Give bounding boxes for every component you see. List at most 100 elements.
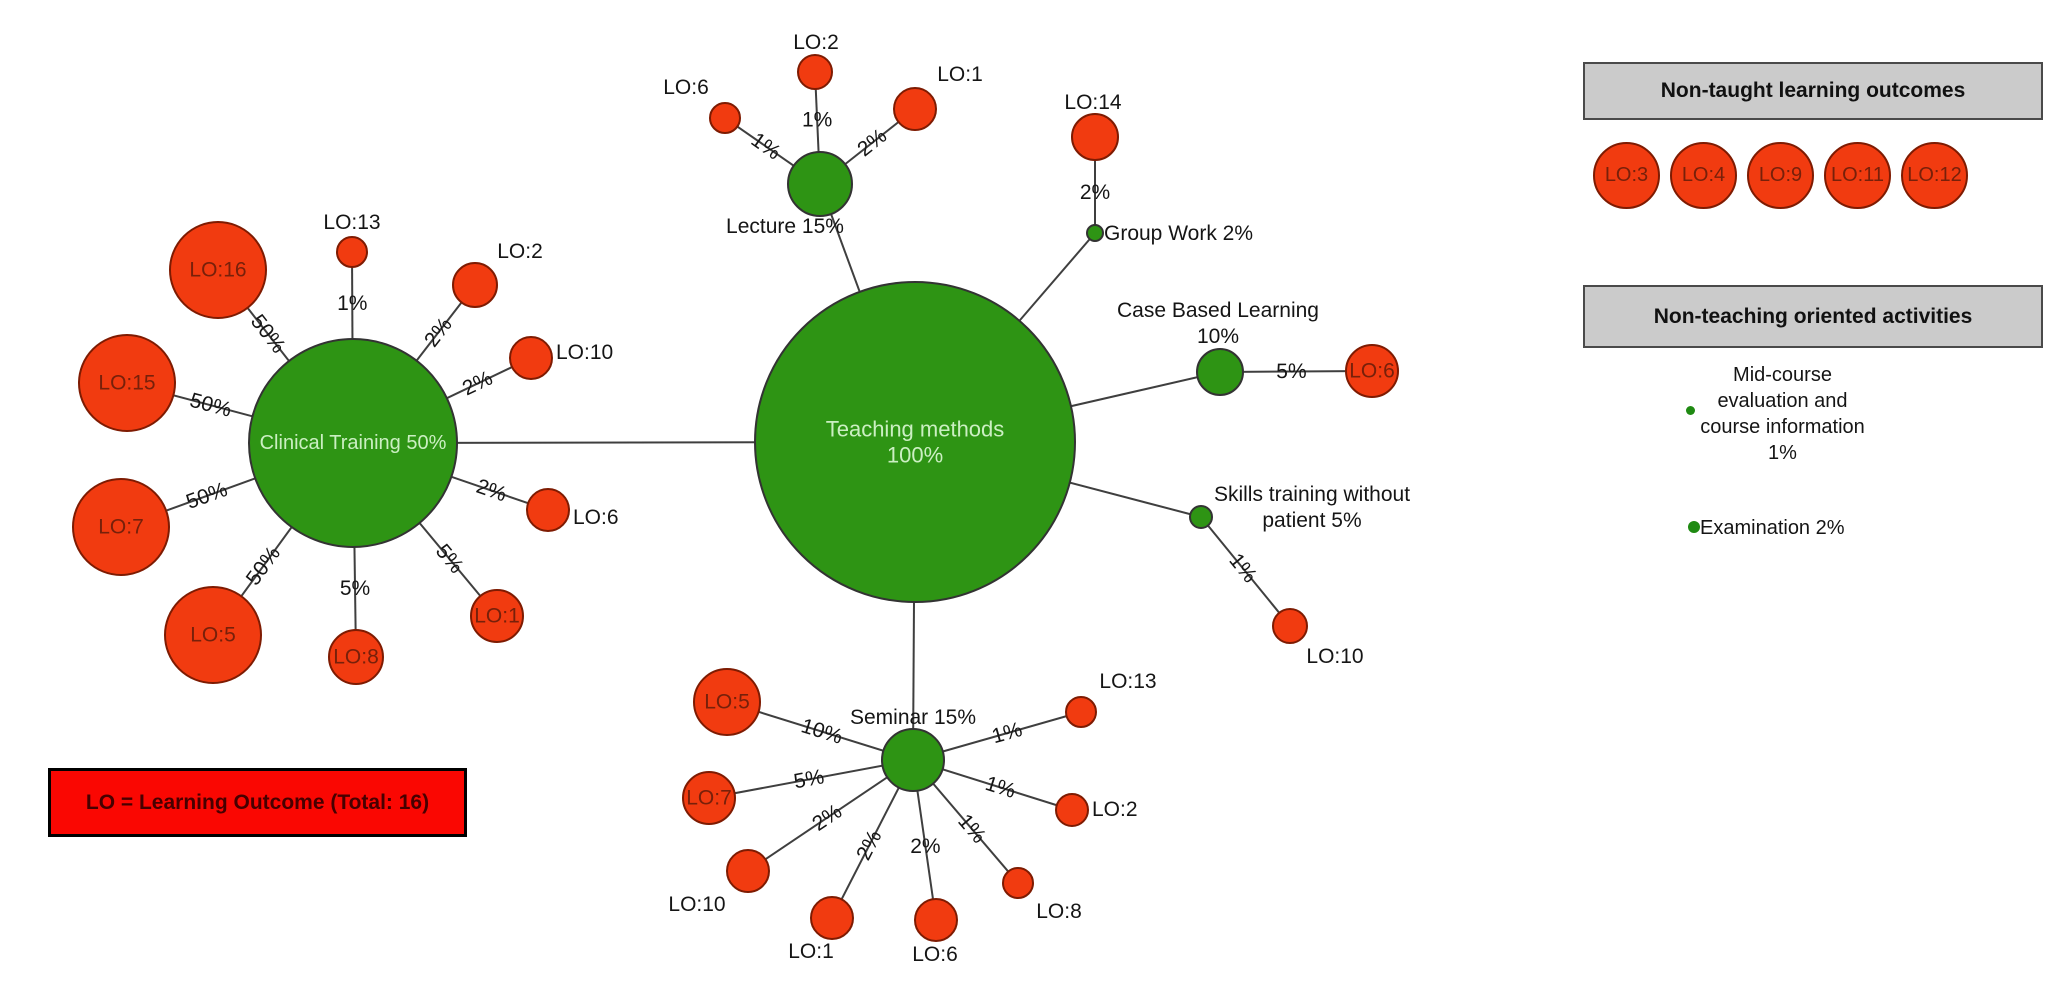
edge-label-groupwork-gw14: 2% [1080,181,1110,204]
node-lec6 [709,102,741,134]
node-skills [1189,505,1213,529]
legend-box: LO = Learning Outcome (Total: 16) [48,768,467,837]
node-cl10 [509,336,553,380]
node-sem6 [914,898,958,942]
edge-label-lecture-lec1: 2% [853,124,891,161]
edge-label-seminar-sem8: 1% [953,810,990,848]
node-label-cl15: LO:15 [98,372,155,395]
node-sem13 [1065,696,1097,728]
node-label-sem13: LO:13 [1099,670,1156,693]
edge-label-clinical-cl10: 2% [459,367,496,401]
midcourse-line: evaluation and [1717,390,1848,412]
edge-label-seminar-sem13: 1% [989,718,1024,748]
legend-label: LO = Learning Outcome (Total: 16) [85,790,430,814]
edge-label-cbl-cbl6: 5% [1276,360,1307,383]
node-cl16 [169,221,267,319]
node-sem1 [810,896,854,940]
node-seminar [881,728,945,792]
node-label-lecture: Lecture 15% [726,215,844,238]
edge-seminar-sem10 [747,759,914,872]
node-label-sem2: LO:2 [1092,798,1138,821]
non-taught-lo-circle: LO:4 [1670,142,1737,209]
node-label-cbl: Case Based Learning [1117,299,1319,322]
non-taught-lo-circle: LO:11 [1824,142,1891,209]
edge-label-seminar-sem5: 10% [798,714,845,748]
edge-label-seminar-sem10: 2% [808,800,846,836]
node-cbl6 [1345,344,1399,398]
node-label-cl8: LO:8 [333,646,379,669]
edge-label-seminar-sem7: 5% [792,765,826,793]
node-sem8 [1002,867,1034,899]
edge-label-seminar-sem2: 1% [983,772,1019,803]
node-label-groupwork: Group Work 2% [1104,222,1253,245]
edge-label-seminar-sem6: 2% [910,835,940,858]
node-label-skills: patient 5% [1262,509,1361,532]
node-label-cl10: LO:10 [556,341,613,364]
node-cl5 [164,586,262,684]
edge-label-seminar-sem1: 2% [852,827,886,865]
edge-label-clinical-cl2: 2% [420,313,457,351]
edge-label-clinical-cl7: 50% [183,478,230,514]
node-label-cl7: LO:7 [98,516,144,539]
examination-item: Examination 2% [1700,517,1845,539]
node-label-sem6: LO:6 [912,943,958,966]
midcourse-line: course information [1700,416,1865,438]
node-label-lec6: LO:6 [663,76,709,99]
node-cl2 [452,262,498,308]
node-label-seminar: Seminar 15% [850,706,976,729]
edge-label-clinical-cl1: 5% [431,540,468,578]
examination-label: Examination 2% [1700,517,1845,539]
examination-node-dot [1688,521,1700,533]
midcourse-evaluation-item: Mid-course evaluation and course informa… [1660,362,1905,466]
non-taught-lo-circle: LO:12 [1901,142,1968,209]
node-cl6 [526,488,570,532]
edge-label-clinical-cl6: 2% [473,475,509,507]
node-lecture [787,151,853,217]
node-label-teaching: Teaching methods [826,417,1005,442]
edge-label-clinical-cl13: 1% [337,292,367,315]
node-gw14 [1071,113,1119,161]
node-label-cl5: LO:5 [190,624,236,647]
node-teaching [754,281,1076,603]
node-label-sem10: LO:10 [668,893,725,916]
non-taught-lo-circle: LO:9 [1747,142,1814,209]
node-lec1 [893,87,937,131]
node-label-sem1: LO:1 [788,940,834,963]
node-cbl [1196,348,1244,396]
non-taught-outcomes-header: Non-taught learning outcomes [1583,62,2043,120]
node-cl13 [336,236,368,268]
node-lec2 [797,54,833,90]
edge-seminar-sem7 [708,759,914,799]
node-cl15 [78,334,176,432]
node-label-cl16: LO:16 [189,259,246,282]
node-cl8 [328,629,384,685]
edge-skills-sk10 [1200,516,1291,627]
node-label-clinical: Clinical Training 50% [260,432,447,454]
node-label-cbl6: LO:6 [1349,360,1395,383]
node-label-sem7: LO:7 [686,787,732,810]
node-cl1 [470,589,524,643]
node-label-cl1: LO:1 [474,605,520,628]
node-sem2 [1055,793,1089,827]
node-sem5 [693,668,761,736]
node-label-sem5: LO:5 [704,691,750,714]
edge-label-skills-sk10: 1% [1224,549,1261,587]
node-label-cl2: LO:2 [497,240,543,263]
node-label-sem8: LO:8 [1036,900,1082,923]
edge-label-lecture-lec2: 1% [802,109,832,132]
edge-label-clinical-cl5: 50% [242,542,285,590]
edge-label-clinical-cl15: 50% [187,389,234,422]
node-label-lec2: LO:2 [793,31,839,54]
midcourse-node-dot [1686,406,1695,415]
node-label-sk10: LO:10 [1306,645,1363,668]
midcourse-line: Mid-course [1733,364,1832,386]
node-label-lec1: LO:1 [937,63,983,86]
non-taught-outcomes-title: Non-taught learning outcomes [1660,79,1966,102]
node-groupwork [1086,224,1104,242]
midcourse-line: 1% [1768,442,1797,464]
non-teaching-activities-header: Non-teaching oriented activities [1583,285,2043,348]
node-label-cl6: LO:6 [573,506,619,529]
non-taught-outcomes-list: LO:3 LO:4 LO:9 LO:11 LO:12 [1593,142,1968,209]
